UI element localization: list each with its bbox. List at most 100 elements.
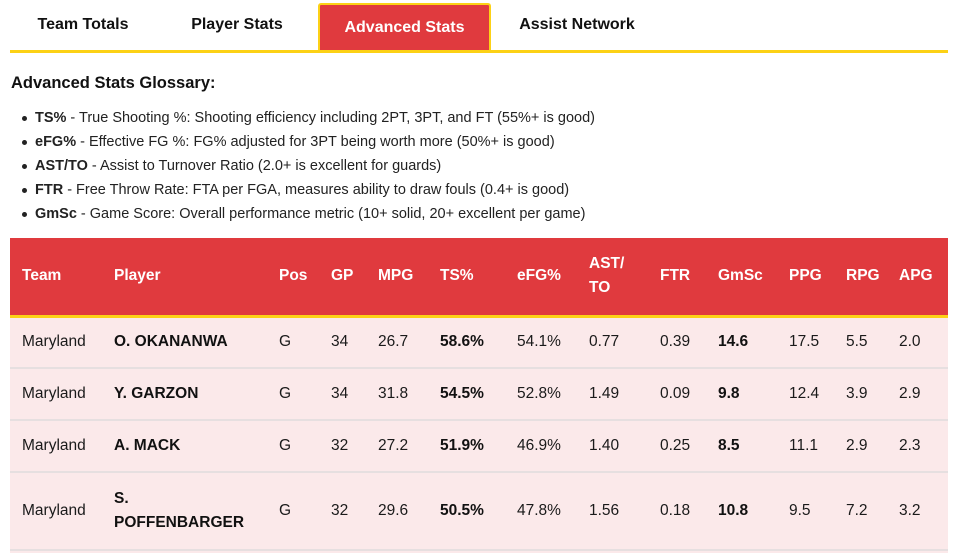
glossary-title: Advanced Stats Glossary:: [11, 74, 216, 92]
cell-rpg: 5.5: [846, 333, 868, 351]
cell-mpg: 27.2: [378, 437, 409, 454]
cell-apg: 2.3: [899, 437, 921, 454]
cell-rpg: 2.9: [846, 437, 868, 454]
cell-ast-to: 1.56: [589, 502, 620, 519]
glossary-list: TS% - True Shooting %: Shooting efficienc…: [22, 106, 595, 226]
cell-mpg: 31.8: [378, 385, 409, 402]
cell-apg: 2.9: [899, 385, 921, 402]
cell-mpg: 26.7: [378, 333, 409, 351]
cell-ast-to: 1.40: [589, 437, 620, 454]
header-ftr[interactable]: FTR: [660, 267, 691, 285]
cell-player: A. MACK: [114, 437, 181, 454]
cell-player: S. POFFENBARGER: [102, 472, 267, 550]
header-ts[interactable]: TS%: [440, 267, 474, 285]
cell-rpg: 3.9: [846, 385, 868, 402]
cell-gp: 32: [331, 502, 349, 519]
cell-efg: 47.8%: [517, 502, 561, 519]
cell-pos: G: [279, 502, 292, 519]
bullet-icon: [22, 163, 27, 169]
cell-pos: G: [279, 385, 292, 402]
table-row: Maryland Y. GARZON G 34 31.8 54.5% 52.8%…: [10, 368, 948, 420]
advanced-stats-table: Team Player Pos GP MPG TS% eFG% AST/TO F…: [10, 238, 948, 553]
tab-bar: Team Totals Player Stats Advanced Stats …: [10, 0, 948, 53]
cell-apg: 3.2: [899, 502, 921, 519]
cell-gp: 34: [331, 333, 349, 351]
cell-ast-to: 0.77: [589, 333, 620, 351]
advanced-stats-table-container: Team Player Pos GP MPG TS% eFG% AST/TO F…: [10, 238, 948, 553]
header-gmsc[interactable]: GmSc: [718, 267, 763, 285]
player-name-line2: POFFENBARGER: [114, 514, 245, 531]
glossary-term: GmSc: [35, 206, 77, 222]
bullet-icon: [22, 187, 27, 193]
cell-team: Maryland: [22, 502, 86, 519]
cell-team: Maryland: [22, 437, 86, 454]
bullet-icon: [22, 115, 27, 121]
cell-ftr: 0.39: [660, 333, 691, 351]
cell-team: Maryland: [22, 333, 86, 351]
cell-gmsc: 10.8: [718, 502, 749, 519]
tab-assist-network[interactable]: Assist Network: [519, 16, 635, 33]
header-rpg[interactable]: RPG: [846, 267, 880, 285]
table-row: Maryland S. POFFENBARGER G 32 29.6 50.5% …: [10, 472, 948, 550]
cell-apg: 2.0: [899, 333, 921, 351]
header-gp[interactable]: GP: [331, 267, 354, 285]
header-pos[interactable]: Pos: [279, 267, 308, 285]
cell-ts: 51.9%: [440, 437, 484, 454]
table-row: Maryland O. OKANANWA G 34 26.7 58.6% 54.…: [10, 316, 948, 368]
header-ast-to[interactable]: AST/TO: [577, 238, 648, 316]
glossary-term: FTR: [35, 182, 64, 198]
glossary-item: FTR - Free Throw Rate: FTA per FGA, measu…: [22, 178, 595, 202]
cell-ppg: 11.1: [789, 437, 819, 454]
glossary-desc: - Free Throw Rate: FTA per FGA, measures…: [67, 182, 570, 198]
header-player[interactable]: Player: [114, 267, 161, 285]
header-team[interactable]: Team: [22, 267, 62, 285]
header-ast-to-line1: AST/: [589, 255, 625, 273]
tab-team-totals[interactable]: Team Totals: [37, 16, 129, 33]
cell-ftr: 0.18: [660, 502, 691, 519]
cell-gmsc: 8.5: [718, 437, 740, 454]
header-mpg[interactable]: MPG: [378, 267, 414, 285]
table-row-partial: [10, 550, 948, 553]
tab-player-stats[interactable]: Player Stats: [191, 16, 283, 33]
cell-player: Y. GARZON: [114, 385, 199, 402]
table-header-row: Team Player Pos GP MPG TS% eFG% AST/TO F…: [10, 238, 948, 316]
player-name-line1: S.: [114, 490, 129, 507]
glossary-term: eFG%: [35, 134, 77, 150]
cell-pos: G: [279, 437, 292, 454]
cell-gp: 32: [331, 437, 349, 454]
bullet-icon: [22, 211, 27, 217]
cell-ts: 58.6%: [440, 333, 484, 351]
cell-ts: 54.5%: [440, 385, 484, 402]
cell-rpg: 7.2: [846, 502, 868, 519]
cell-ftr: 0.25: [660, 437, 691, 454]
glossary-item: TS% - True Shooting %: Shooting efficienc…: [22, 106, 595, 130]
cell-gmsc: 14.6: [718, 333, 749, 351]
glossary-term: TS%: [35, 110, 67, 126]
cell-player: O. OKANANWA: [114, 333, 228, 351]
cell-ppg: 9.5: [789, 502, 811, 519]
glossary-term: AST/TO: [35, 158, 88, 174]
cell-mpg: 29.6: [378, 502, 409, 519]
cell-pos: G: [279, 333, 292, 351]
header-efg[interactable]: eFG%: [517, 267, 561, 285]
glossary-desc: - Assist to Turnover Ratio (2.0+ is exce…: [91, 158, 442, 174]
header-ast-to-line2: TO: [589, 279, 611, 297]
cell-ftr: 0.09: [660, 385, 691, 402]
cell-efg: 52.8%: [517, 385, 561, 402]
tab-advanced-stats[interactable]: Advanced Stats: [318, 3, 491, 50]
cell-gp: 34: [331, 385, 349, 402]
cell-team: Maryland: [22, 385, 86, 402]
cell-efg: 46.9%: [517, 437, 561, 454]
bullet-icon: [22, 139, 27, 145]
cell-ast-to: 1.49: [589, 385, 620, 402]
cell-ppg: 12.4: [789, 385, 820, 402]
cell-ts: 50.5%: [440, 502, 484, 519]
glossary-item: GmSc - Game Score: Overall performance me…: [22, 202, 595, 226]
cell-ppg: 17.5: [789, 333, 820, 351]
header-apg[interactable]: APG: [899, 267, 933, 285]
glossary-item: AST/TO - Assist to Turnover Ratio (2.0+ i…: [22, 154, 595, 178]
cell-efg: 54.1%: [517, 333, 561, 351]
header-ppg[interactable]: PPG: [789, 267, 822, 285]
glossary-desc: - Effective FG %: FG% adjusted for 3PT b…: [80, 134, 555, 150]
glossary-desc: - Game Score: Overall performance metric…: [80, 206, 586, 222]
